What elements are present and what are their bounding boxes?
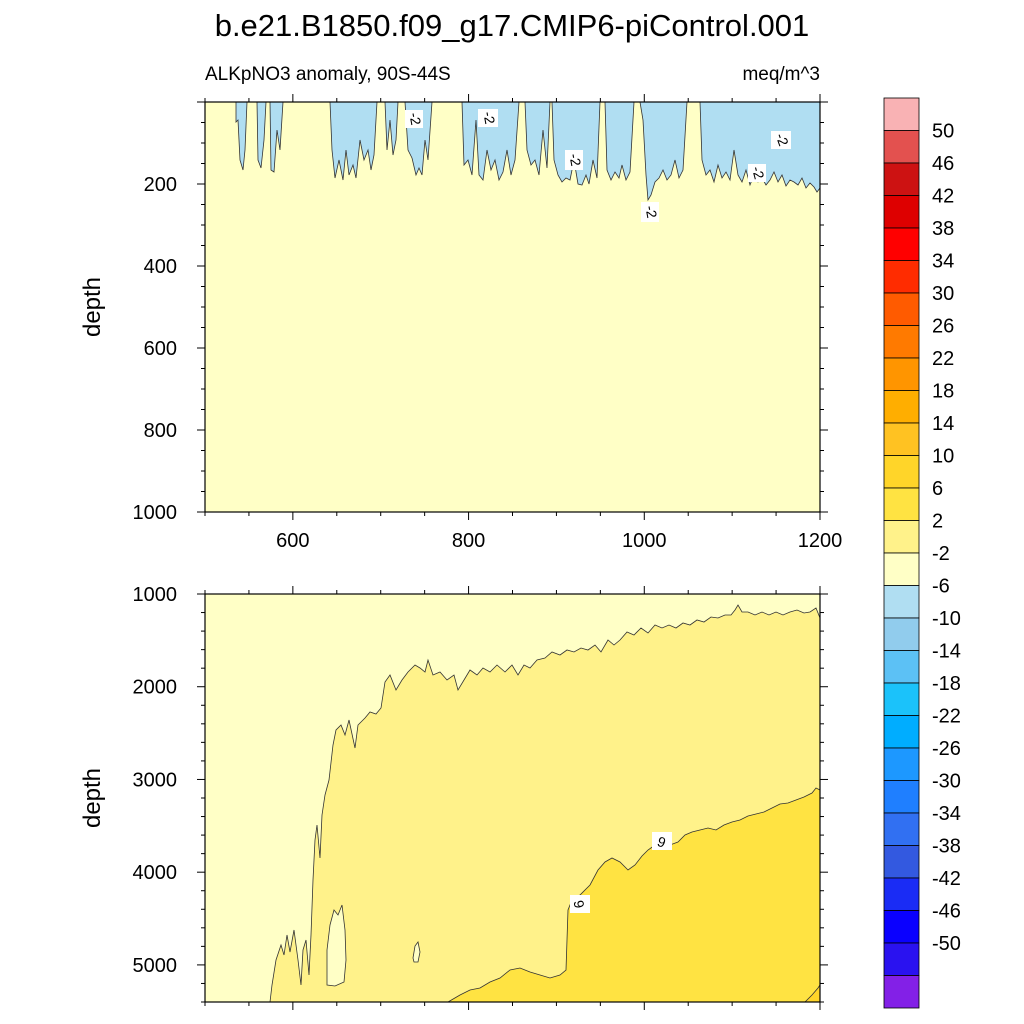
top-y-tick-label: 600 <box>144 338 177 360</box>
bottom-y-tick-label: 5000 <box>133 955 178 977</box>
top-y-axis-label: depth <box>79 277 106 337</box>
bottom-small-low-patch <box>412 941 421 963</box>
colorbar-swatch <box>883 325 920 359</box>
top-contour-label-3: -2 <box>566 152 584 167</box>
colorbar-label: 26 <box>932 316 954 338</box>
colorbar-swatch <box>883 585 920 619</box>
top-panel-title: ALKpNO3 anomaly, 90S-44S <box>205 64 451 85</box>
bottom-y-tick-label: 3000 <box>133 769 178 791</box>
colorbar-swatch <box>883 845 920 879</box>
top-y-tick-label: 800 <box>144 420 177 442</box>
colorbar-label: -38 <box>932 836 961 858</box>
colorbar-swatch <box>883 682 920 716</box>
top-contour-label-5: -2 <box>773 131 792 148</box>
colorbar-label: -2 <box>932 543 950 565</box>
top-x-tick-label: 800 <box>452 530 485 552</box>
colorbar-swatch <box>883 195 920 229</box>
colorbar-swatch <box>883 227 920 261</box>
colorbar-swatch <box>883 357 920 391</box>
top-contour-label-6: -2 <box>749 165 768 181</box>
colorbar-swatch <box>883 942 920 976</box>
colorbar-swatch <box>883 975 920 1009</box>
top-y-tick-label: 400 <box>144 256 177 278</box>
colorbar-label: 30 <box>932 283 954 305</box>
colorbar-label: 38 <box>932 218 954 240</box>
top-x-tick-label: 1000 <box>622 530 667 552</box>
colorbar-label: -6 <box>932 576 950 598</box>
colorbar-label: 14 <box>932 413 954 435</box>
bottom-y-axis-label: depth <box>79 768 106 828</box>
colorbar-label: -10 <box>932 608 961 630</box>
top-contour-label-1: -2 <box>406 111 424 126</box>
colorbar: 50 46 42 38 34 30 26 22 18 14 10 6 2 -2 -6 -10 -14 -18 -22… <box>883 97 961 1009</box>
bottom-y-tick-label: 1000 <box>133 584 178 606</box>
bottom-contour-label-2: 6 <box>570 899 587 910</box>
colorbar-label: 6 <box>932 478 943 500</box>
colorbar-label: 50 <box>932 121 954 143</box>
colorbar-swatch <box>883 617 920 651</box>
colorbar-label: -14 <box>932 641 961 663</box>
colorbar-label: -26 <box>932 738 961 760</box>
top-axes: 600 800 1000 1200 200 400 600 800 1000 <box>133 94 843 552</box>
top-plot-area: -2 -2 -2 -2 -2 -2 <box>204 101 821 513</box>
colorbar-swatch <box>883 812 920 846</box>
colorbar-swatch <box>883 130 920 164</box>
colorbar-label: -46 <box>932 901 961 923</box>
top-x-tick-label: 1200 <box>798 530 843 552</box>
colorbar-label: -18 <box>932 673 961 695</box>
colorbar-swatch <box>883 487 920 521</box>
colorbar-swatch <box>883 650 920 684</box>
colorbar-swatch <box>883 97 920 131</box>
top-x-tick-label: 600 <box>276 530 309 552</box>
colorbar-swatch <box>883 520 920 554</box>
top-y-tick-label: 1000 <box>133 502 178 524</box>
top-contour-label-2: -2 <box>480 110 498 125</box>
colorbar-label: 18 <box>932 381 954 403</box>
colorbar-label: 22 <box>932 348 954 370</box>
bottom-high-anomaly-region <box>446 787 821 1003</box>
colorbar-label: -50 <box>932 933 961 955</box>
colorbar-label: -30 <box>932 771 961 793</box>
colorbar-label: -42 <box>932 868 961 890</box>
colorbar-swatch <box>883 260 920 294</box>
top-contour-label-4: -2 <box>642 204 660 219</box>
colorbar-swatch <box>883 877 920 911</box>
colorbar-swatch <box>883 292 920 326</box>
colorbar-swatch <box>883 747 920 781</box>
top-y-tick-label: 200 <box>144 174 177 196</box>
bottom-y-tick-label: 2000 <box>133 677 178 699</box>
bottom-contour-labels: 6 6 <box>570 832 672 913</box>
colorbar-label: 34 <box>932 251 954 273</box>
colorbar-swatch <box>883 780 920 814</box>
colorbar-swatch <box>883 422 920 456</box>
colorbar-swatch <box>883 162 920 196</box>
colorbar-label: 42 <box>932 186 954 208</box>
colorbar-label: 10 <box>932 446 954 468</box>
top-contour-labels: -2 -2 -2 -2 -2 -2 <box>405 109 792 222</box>
colorbar-label: 2 <box>932 511 943 533</box>
bottom-axes: 1000 2000 3000 4000 5000 <box>133 584 828 1010</box>
colorbar-swatch <box>883 715 920 749</box>
colorbar-swatch <box>883 390 920 424</box>
figure-title: b.e21.B1850.f09_g17.CMIP6-piControl.001 <box>215 8 810 43</box>
bottom-inner-low-patch <box>326 904 347 987</box>
top-panel-units: meq/m^3 <box>742 64 820 85</box>
colorbar-label: -22 <box>932 706 961 728</box>
colorbar-swatch <box>883 455 920 489</box>
colorbar-label: -34 <box>932 803 961 825</box>
bottom-y-tick-label: 4000 <box>133 862 178 884</box>
colorbar-swatch <box>883 552 920 586</box>
colorbar-swatch <box>883 910 920 944</box>
bottom-plot-area: 6 6 <box>204 593 821 1003</box>
colorbar-label: 46 <box>932 153 954 175</box>
